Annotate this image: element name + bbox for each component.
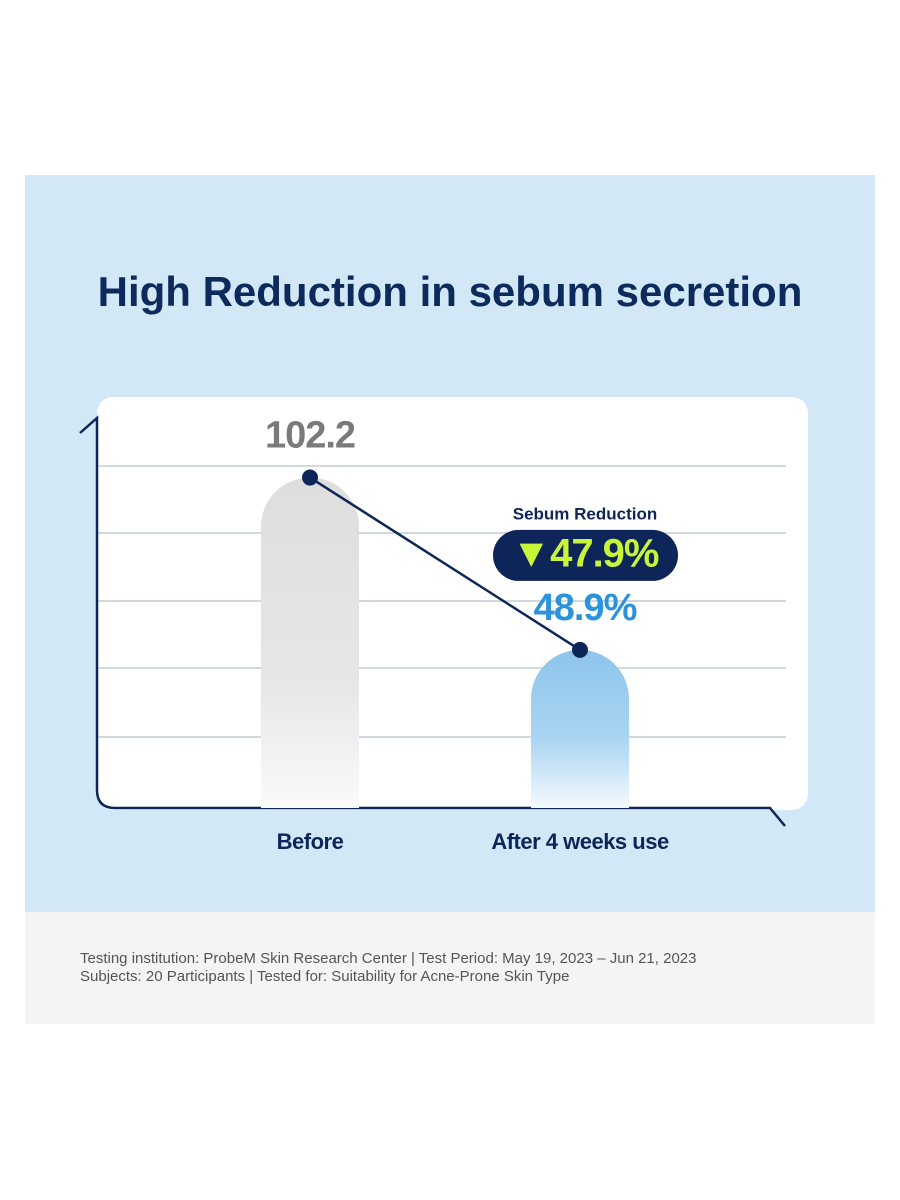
value-label: 48.9% — [534, 587, 637, 629]
plot: Before After 4 weeks use 102.2 48.9% ▼47.9% S… — [261, 415, 678, 854]
trend-line — [309, 476, 581, 651]
footnote: Testing institution: ProbeM Skin Researc… — [80, 950, 696, 967]
axis — [79, 415, 786, 827]
x-tick-label: Before — [277, 829, 344, 854]
chart-title: High Reduction in sebum secretion — [98, 268, 803, 315]
x-tick-label: After 4 weeks use — [491, 829, 669, 854]
point — [302, 469, 318, 486]
annotation-label: Sebum Reduction — [513, 504, 658, 523]
chart-card — [97, 397, 808, 810]
annotation-value: ▼47.9% — [511, 531, 658, 575]
footnote: Subjects: 20 Participants | Tested for: … — [80, 968, 569, 985]
grid — [97, 465, 786, 738]
bar — [531, 649, 629, 808]
point — [572, 641, 588, 658]
badge — [493, 529, 678, 581]
value-label: 102.2 — [265, 415, 355, 457]
footer — [25, 912, 875, 1024]
bar — [261, 477, 359, 808]
